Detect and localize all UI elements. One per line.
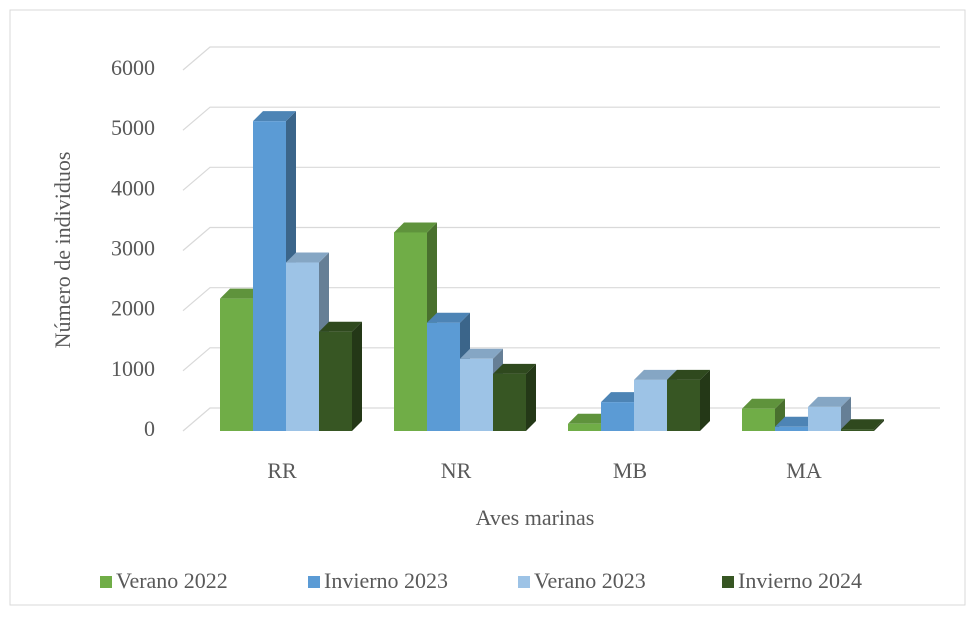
bar-front <box>394 232 427 431</box>
bar-top <box>775 416 818 427</box>
bar-top <box>601 392 644 403</box>
bar-front <box>742 408 775 431</box>
bar <box>319 321 362 431</box>
legend-label: Verano 2023 <box>534 568 646 593</box>
x-tick-label: NR <box>441 458 472 483</box>
bar-front <box>286 262 319 431</box>
y-axis-title: Número de individuos <box>50 152 75 349</box>
bar-front <box>493 373 526 431</box>
bar-side <box>352 321 362 431</box>
legend-swatch <box>722 576 734 588</box>
bar-top <box>841 419 884 430</box>
bar-front <box>460 358 493 431</box>
grid-line <box>182 287 940 312</box>
y-tick-label: 0 <box>144 416 155 441</box>
bar-front <box>319 331 352 431</box>
bar <box>493 363 536 431</box>
bar-front <box>808 406 841 431</box>
bar-top <box>427 312 470 323</box>
legend-label: Invierno 2023 <box>324 568 448 593</box>
bar-front <box>634 379 667 431</box>
y-tick-label: 2000 <box>111 296 155 321</box>
grid-line <box>182 106 940 131</box>
legend-label: Invierno 2024 <box>738 568 862 593</box>
y-tick-label: 1000 <box>111 356 155 381</box>
grid-line <box>182 347 940 372</box>
bar-top <box>286 252 329 263</box>
chart-border <box>9 9 966 606</box>
bar-top <box>493 363 536 374</box>
y-tick-label: 6000 <box>111 55 155 80</box>
x-axis-title: Aves marinas <box>476 505 595 530</box>
y-tick-label: 3000 <box>111 236 155 261</box>
bar-front <box>220 298 253 431</box>
y-tick-label: 5000 <box>111 115 155 140</box>
x-tick-label: MA <box>786 458 822 483</box>
bar <box>667 369 710 431</box>
grid-line <box>182 46 940 71</box>
bar-front <box>601 402 634 431</box>
x-tick-label: RR <box>267 458 297 483</box>
bar-front <box>775 426 808 431</box>
x-tick-label: MB <box>613 458 647 483</box>
bar-front <box>427 322 460 431</box>
legend-swatch <box>100 576 112 588</box>
bar-top <box>394 222 437 233</box>
bar-front <box>841 429 874 431</box>
bar-top <box>460 348 503 359</box>
bar-front <box>568 423 601 431</box>
bar-front <box>253 121 286 432</box>
bar-top <box>319 321 362 332</box>
legend-swatch <box>518 576 530 588</box>
bar-top <box>667 369 710 380</box>
bar-top <box>220 288 263 299</box>
bar-top <box>634 369 677 380</box>
bar-front <box>667 379 700 431</box>
bar-top <box>253 111 296 122</box>
bar-side <box>700 369 710 431</box>
bar <box>841 419 884 431</box>
bar-side <box>874 419 884 431</box>
bar <box>808 396 851 431</box>
legend-swatch <box>308 576 320 588</box>
bar-top <box>808 396 851 407</box>
grid-line <box>182 226 940 251</box>
bar-side <box>526 363 536 431</box>
y-tick-label: 4000 <box>111 175 155 200</box>
grid-line <box>182 166 940 191</box>
bar-top <box>742 398 785 409</box>
bar <box>742 398 785 431</box>
bar-top <box>568 413 611 424</box>
legend-label: Verano 2022 <box>116 568 228 593</box>
